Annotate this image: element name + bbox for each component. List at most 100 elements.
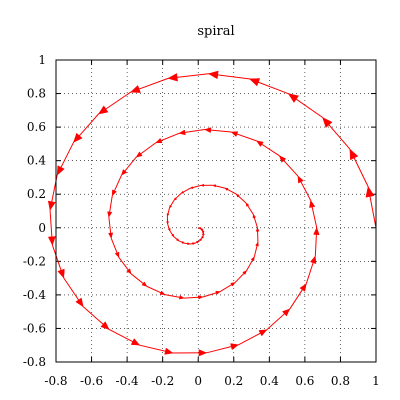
spiral-arrowhead — [212, 184, 217, 188]
spiral-arrowhead — [248, 78, 261, 87]
grid-lines — [56, 60, 376, 362]
spiral-arrowhead — [250, 256, 255, 262]
spiral-arrowhead — [130, 338, 141, 346]
spiral-arrowhead — [166, 213, 170, 217]
x-tick-label: 0 — [194, 374, 202, 388]
spiral-arrowhead — [189, 186, 194, 189]
spiral-arrowhead — [73, 132, 83, 143]
spiral-arrowhead — [47, 200, 56, 211]
spiral-arrowhead — [245, 202, 250, 207]
x-tick-label: -0.6 — [80, 374, 103, 388]
spiral-arrowhead — [141, 281, 148, 287]
spiral-arrowhead — [197, 227, 202, 230]
y-tick-label: 0.4 — [27, 154, 46, 168]
spiral-arrowhead — [313, 227, 320, 235]
spiral-arrowhead — [200, 234, 204, 239]
spiral-arrowhead — [180, 190, 185, 194]
plot-frame — [55, 59, 377, 363]
spiral-arrowhead — [97, 105, 109, 115]
spiral-arrowhead — [169, 204, 173, 209]
spiral-arrowhead — [322, 117, 333, 128]
spiral-arrowhead — [255, 241, 259, 247]
spiral-arrowhead — [114, 251, 120, 259]
spiral-arrowhead — [112, 189, 117, 197]
y-tick-label: 0.6 — [27, 120, 46, 134]
spiral-arrowhead — [198, 237, 203, 242]
y-tick-label: 0.2 — [27, 187, 46, 201]
y-tick-label: 0 — [38, 221, 46, 235]
spiral-arrowhead — [207, 70, 219, 80]
spiral-arrowhead — [107, 211, 113, 218]
x-tick-label: 0.6 — [295, 374, 314, 388]
spiral-arrowhead — [202, 229, 205, 234]
spiral-arrowhead — [224, 187, 229, 192]
tick-labels: -0.8 -0.6 -0.4 -0.2 0 0.2 0.4 0.6 0.8 1 -0.8 -0.6 -0… — [23, 53, 380, 388]
y-tick-label: 1 — [38, 53, 46, 67]
x-tick-label: 0.4 — [260, 374, 279, 388]
spiral-arrowhead — [121, 169, 128, 176]
spiral-arrowhead — [126, 268, 132, 275]
y-tick-label: -0.4 — [23, 288, 47, 302]
spiral-arrowhead — [167, 73, 178, 82]
spiral-arrowhead — [299, 283, 307, 292]
spiral-arrowhead — [171, 233, 175, 238]
spiral-arrowhead — [159, 290, 166, 295]
spiral-arrowhead — [200, 227, 204, 232]
axis-ticks — [55, 59, 377, 363]
spiral-arrowhead — [365, 185, 375, 198]
spiral-arrowhead — [155, 137, 163, 144]
spiral-arrowhead — [281, 308, 291, 317]
spiral-arrowhead — [258, 329, 268, 337]
spiral-arrowhead — [179, 295, 185, 300]
spiral-arrowhead — [235, 193, 240, 198]
spiral-arrowhead — [287, 93, 300, 103]
spiral-arrowhead — [309, 255, 317, 265]
spiral-arrowhead — [167, 228, 171, 232]
spiral-arrowhead — [166, 221, 169, 225]
spiral-arrowhead — [173, 197, 178, 201]
x-tick-label: 0.8 — [331, 374, 350, 388]
y-tick-label: -0.2 — [23, 254, 46, 268]
spiral-arrowhead — [252, 213, 257, 219]
spiral-series — [47, 70, 377, 357]
spiral-arrowhead — [278, 155, 287, 163]
spiral-arrowhead — [230, 131, 239, 137]
spiral-arrowhead — [297, 175, 304, 184]
spiral-arrowhead — [56, 165, 65, 176]
spiral-arrowhead — [201, 231, 205, 236]
x-tick-label: 1 — [372, 374, 380, 388]
y-tick-label: -0.8 — [23, 355, 46, 369]
spiral-arrowhead — [100, 321, 110, 330]
spiral-arrowhead — [135, 151, 143, 158]
spiral-arrowhead — [176, 238, 180, 242]
spiral-arrowhead — [192, 242, 196, 246]
spiral-arrowhead — [215, 290, 221, 295]
spiral-arrowhead — [204, 127, 212, 134]
y-tick-label: -0.6 — [23, 321, 46, 335]
spiral-arrowhead — [108, 232, 114, 239]
spiral-arrowhead — [57, 268, 65, 279]
spiral-arrowhead — [198, 349, 208, 357]
spiral-arrowhead — [178, 129, 186, 136]
x-tick-label: -0.8 — [44, 374, 67, 388]
spiral-arrowhead — [242, 270, 248, 276]
spiral-arrowhead — [181, 240, 186, 244]
spiral-arrowhead — [198, 295, 204, 300]
y-tick-label: 0.8 — [27, 87, 46, 101]
spiral-arrowhead — [256, 140, 264, 147]
spiral-arrowhead — [196, 240, 200, 244]
spiral-arrowhead — [129, 85, 141, 93]
x-tick-label: 0.2 — [224, 374, 243, 388]
spiral-arrowhead — [47, 236, 56, 246]
spiral-arrowhead — [75, 297, 84, 308]
spiral-arrowhead — [349, 148, 359, 161]
spiral-arrowhead — [187, 242, 191, 246]
spiral-arrowhead — [200, 183, 204, 187]
spiral-arrowhead — [309, 199, 316, 208]
spiral-arrowhead — [255, 227, 260, 232]
x-tick-label: -0.2 — [151, 374, 174, 388]
spiral-arrowhead — [230, 343, 240, 351]
spiral-arrowhead — [230, 282, 236, 287]
spiral-arrowhead — [164, 347, 174, 355]
